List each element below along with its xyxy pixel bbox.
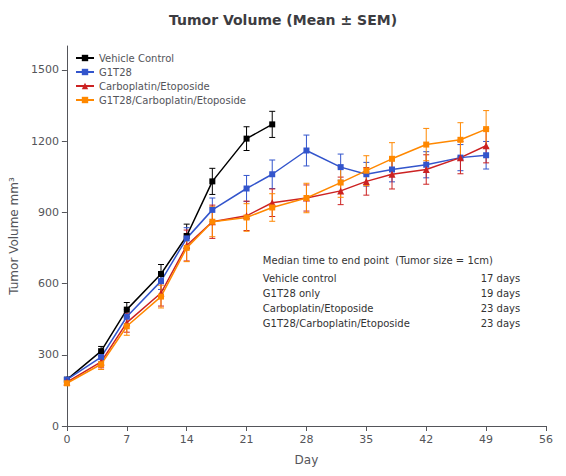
svg-text:600: 600 bbox=[38, 277, 59, 290]
svg-text:42: 42 bbox=[419, 433, 433, 446]
svg-text:Day: Day bbox=[295, 453, 319, 467]
svg-text:Tumor Volume (Mean ± SEM): Tumor Volume (Mean ± SEM) bbox=[169, 12, 397, 28]
svg-text:14: 14 bbox=[180, 433, 194, 446]
svg-text:300: 300 bbox=[38, 348, 59, 361]
svg-text:Vehicle Control: Vehicle Control bbox=[99, 53, 174, 64]
svg-text:900: 900 bbox=[38, 206, 59, 219]
svg-text:Carboplatin/Etoposide: Carboplatin/Etoposide bbox=[263, 303, 374, 314]
svg-text:23 days: 23 days bbox=[481, 318, 521, 329]
svg-text:23 days: 23 days bbox=[481, 303, 521, 314]
svg-text:G1T28: G1T28 bbox=[99, 67, 132, 78]
svg-text:Carboplatin/Etoposide: Carboplatin/Etoposide bbox=[99, 81, 210, 92]
svg-text:19 days: 19 days bbox=[481, 288, 521, 299]
svg-text:35: 35 bbox=[359, 433, 373, 446]
svg-text:17 days: 17 days bbox=[481, 273, 521, 284]
svg-text:Tumor Volume mm³: Tumor Volume mm³ bbox=[7, 177, 21, 296]
svg-text:56: 56 bbox=[539, 433, 553, 446]
svg-text:G1T28/Carboplatin/Etoposide: G1T28/Carboplatin/Etoposide bbox=[263, 318, 410, 329]
svg-text:G1T28 only: G1T28 only bbox=[263, 288, 320, 299]
svg-text:G1T28/Carboplatin/Etoposide: G1T28/Carboplatin/Etoposide bbox=[99, 95, 246, 106]
svg-text:0: 0 bbox=[52, 420, 59, 433]
svg-text:28: 28 bbox=[299, 433, 313, 446]
svg-text:Vehicle control: Vehicle control bbox=[263, 273, 337, 284]
svg-text:1500: 1500 bbox=[31, 63, 59, 76]
svg-text:49: 49 bbox=[479, 433, 493, 446]
svg-text:21: 21 bbox=[240, 433, 254, 446]
svg-text:Median time to end point (Tum: Median time to end point (Tumor size = 1… bbox=[263, 255, 493, 266]
svg-text:0: 0 bbox=[63, 433, 70, 446]
svg-text:1200: 1200 bbox=[31, 135, 59, 148]
svg-text:7: 7 bbox=[123, 433, 130, 446]
